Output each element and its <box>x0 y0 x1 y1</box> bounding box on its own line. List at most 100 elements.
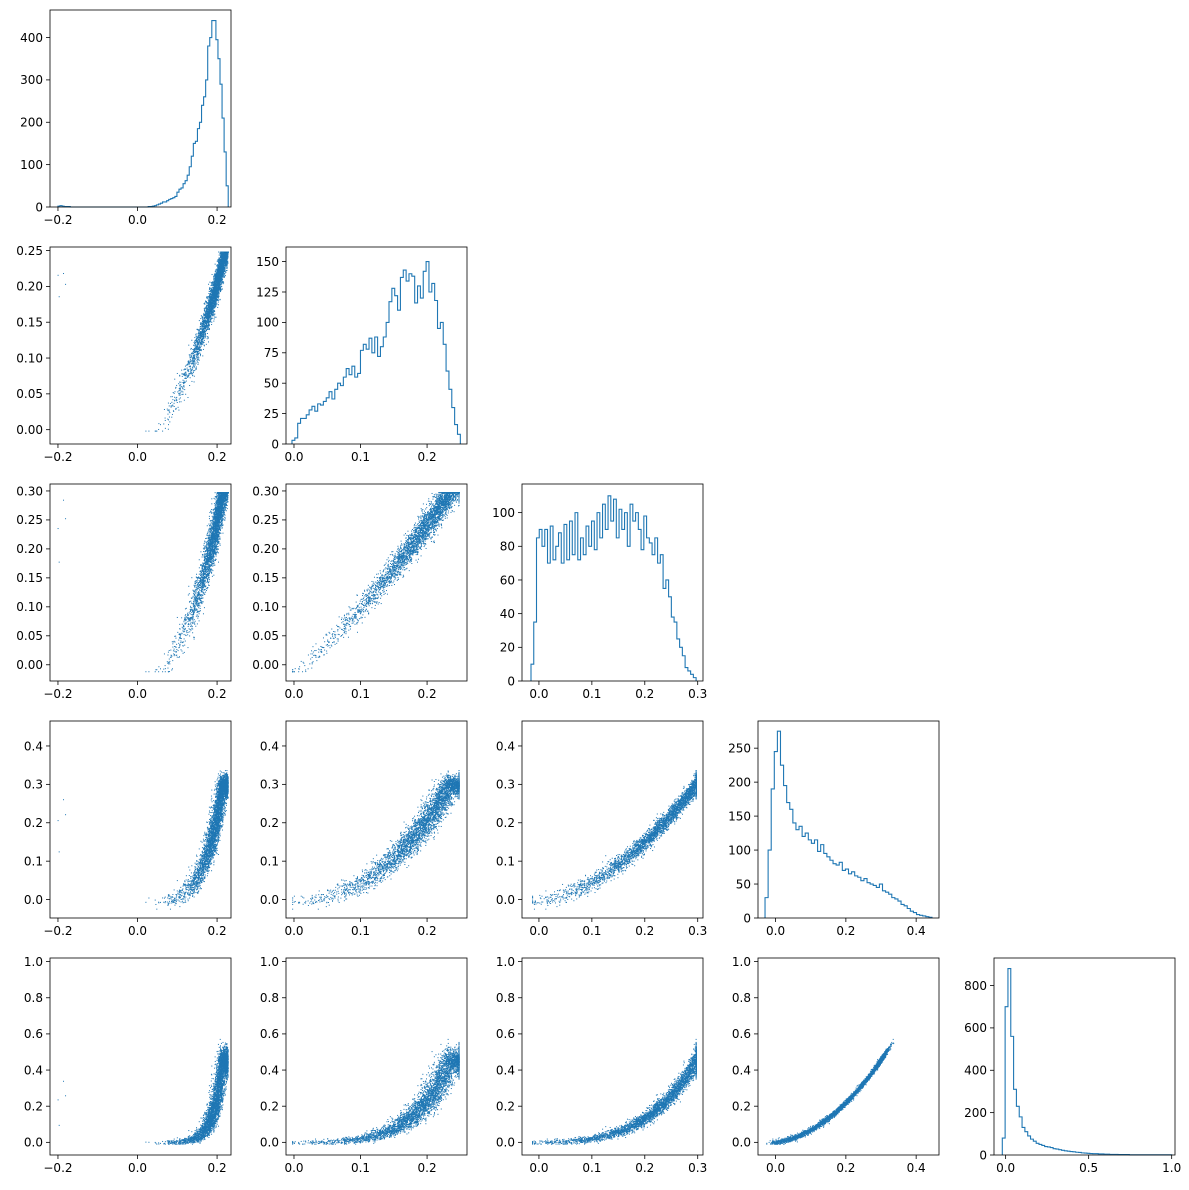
scatter-point <box>195 357 197 359</box>
scatter-point <box>212 289 214 291</box>
scatter-point <box>209 310 211 312</box>
scatter-point <box>175 408 177 410</box>
scatter-point <box>211 310 213 312</box>
scatter-point <box>211 298 213 300</box>
scatter-point <box>186 376 188 378</box>
scatter-point <box>216 293 218 295</box>
scatter-point <box>221 267 223 269</box>
scatter-point <box>203 320 205 322</box>
scatter-point <box>187 369 189 371</box>
scatter-point <box>220 280 222 282</box>
scatter-point <box>170 396 172 398</box>
scatter-point <box>221 258 223 260</box>
scatter-point <box>226 261 228 263</box>
scatter-point <box>200 343 202 345</box>
scatter-point <box>208 318 210 320</box>
scatter-point <box>209 537 211 539</box>
scatter-point <box>211 296 213 298</box>
scatter-point <box>215 301 217 303</box>
scatter-point <box>204 331 206 333</box>
scatter-point <box>191 362 193 364</box>
scatter-point <box>208 300 210 302</box>
scatter-point <box>214 283 216 285</box>
scatter-point <box>223 260 225 262</box>
scatter-point <box>185 393 187 395</box>
scatter-point <box>210 296 212 298</box>
scatter-point <box>192 352 194 354</box>
scatter-point <box>194 348 196 350</box>
scatter-point <box>194 359 196 361</box>
scatter-point <box>207 314 209 316</box>
scatter-point <box>224 268 226 270</box>
scatter-point <box>203 564 205 566</box>
scatter-point <box>208 299 210 301</box>
scatter-point <box>220 284 222 286</box>
scatter-point <box>218 289 220 291</box>
scatter-point <box>219 281 221 283</box>
scatter-point <box>192 348 194 350</box>
scatter-point <box>195 349 197 351</box>
scatter-point <box>200 323 202 325</box>
scatter-point <box>204 308 206 310</box>
scatter-point <box>221 266 223 268</box>
scatter-point <box>219 274 221 276</box>
scatter-point <box>208 307 210 309</box>
scatter-point <box>185 377 187 379</box>
x-tick-label: −0.2 <box>43 450 72 464</box>
scatter-points <box>57 251 229 432</box>
scatter-point <box>206 302 208 304</box>
scatter-point <box>194 355 196 357</box>
scatter-point <box>211 300 213 302</box>
scatter-point <box>184 368 186 370</box>
scatter-point <box>179 385 181 387</box>
scatter-point <box>179 389 181 391</box>
scatter-point <box>219 282 221 284</box>
scatter-point <box>202 355 204 357</box>
scatter-point <box>182 382 184 384</box>
scatter-point <box>214 310 216 312</box>
scatter-point <box>175 387 177 389</box>
scatter-point <box>213 304 215 306</box>
scatter-point <box>199 333 201 335</box>
scatter-point <box>214 280 216 282</box>
scatter-point <box>184 381 186 383</box>
scatter-point <box>196 343 198 345</box>
scatter-point <box>201 328 203 330</box>
scatter-point <box>210 545 212 547</box>
scatter-point <box>225 270 227 272</box>
x-tick-label: 0.2 <box>836 924 855 938</box>
scatter-point <box>204 580 206 582</box>
scatter-point <box>193 381 195 383</box>
scatter-point <box>185 380 187 382</box>
scatter-point <box>195 347 197 349</box>
scatter-point <box>204 326 206 328</box>
scatter-point <box>198 344 200 346</box>
scatter-point <box>202 336 204 338</box>
scatter-point <box>220 264 222 266</box>
scatter-point <box>213 306 215 308</box>
scatter-point <box>192 351 194 353</box>
scatter-point <box>203 557 205 559</box>
scatter-point <box>220 277 222 279</box>
scatter-point <box>178 394 180 396</box>
scatter-point <box>178 390 180 392</box>
scatter-point <box>177 406 179 408</box>
scatter-point <box>220 493 222 495</box>
scatter-point <box>208 318 210 320</box>
scatter-point <box>194 348 196 350</box>
scatter-point <box>213 315 215 317</box>
scatter-point <box>188 619 190 621</box>
scatter-point <box>176 399 178 401</box>
scatter-point <box>155 430 157 432</box>
scatter-point <box>203 314 205 316</box>
scatter-point <box>204 307 206 309</box>
scatter-point <box>211 309 213 311</box>
scatter-point <box>209 316 211 318</box>
scatter-point <box>215 279 217 281</box>
scatter-point <box>176 384 178 386</box>
scatter-point <box>226 256 228 258</box>
scatter-point <box>218 254 220 256</box>
scatter-point <box>178 388 180 390</box>
scatter-point <box>218 269 220 271</box>
scatter-point <box>216 265 218 267</box>
